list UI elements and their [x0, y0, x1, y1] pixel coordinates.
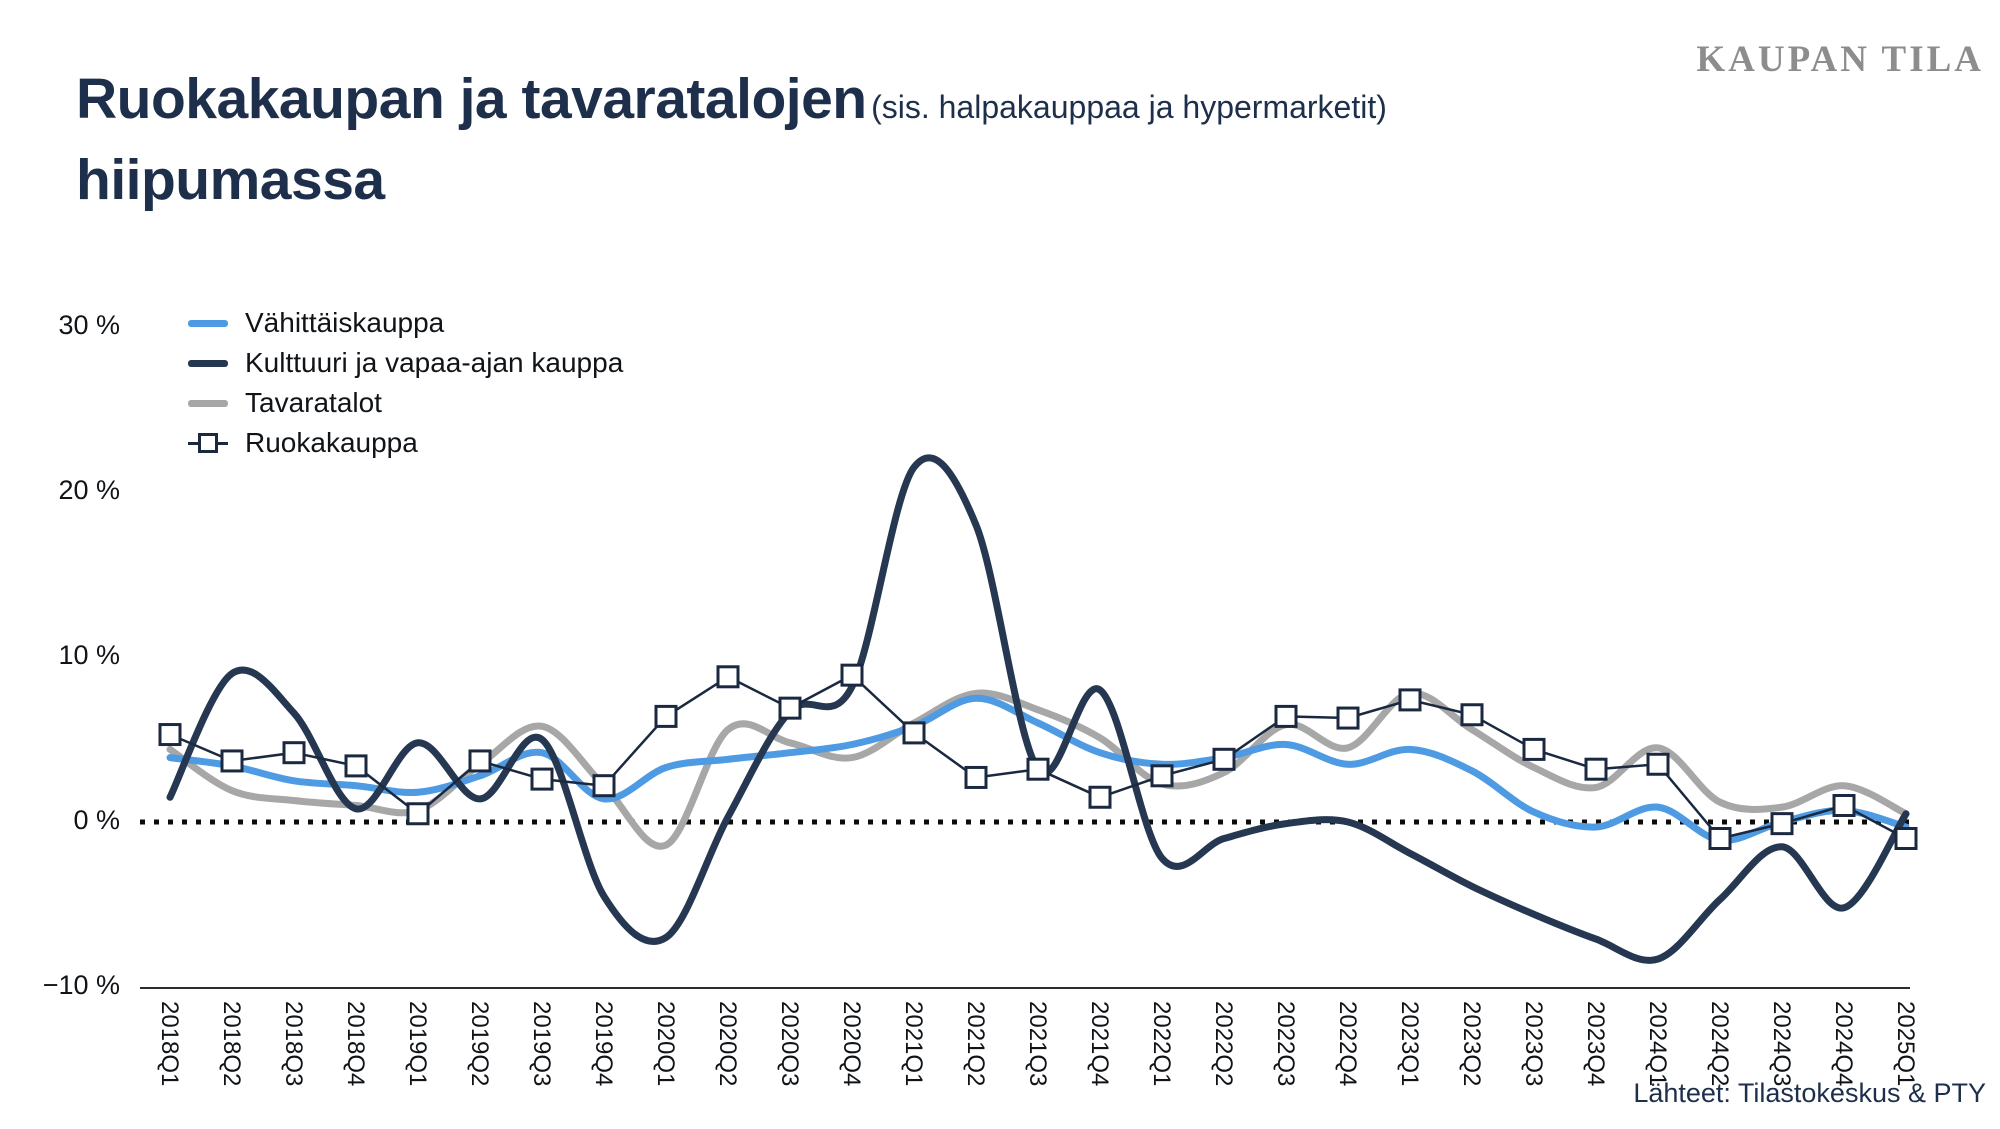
square-marker [778, 696, 802, 720]
x-tick-label: 2018Q2 [218, 1001, 245, 1087]
square-marker [406, 802, 430, 826]
x-tick-label: 2019Q4 [590, 1001, 617, 1087]
series-line-kulttuuri-ja-vapaa-ajan-kauppa [166, 454, 1910, 964]
x-tick-label: 2021Q1 [900, 1001, 927, 1087]
legend-square-marker-icon [188, 431, 228, 455]
x-tick-label: 2020Q3 [776, 1001, 803, 1087]
x-tick-label: 2020Q2 [714, 1001, 741, 1087]
square-marker [220, 749, 244, 773]
x-tick-label: 2020Q1 [652, 1001, 679, 1087]
x-tick-label: 2021Q4 [1086, 1001, 1113, 1087]
x-tick-label: 2022Q4 [1334, 1001, 1361, 1087]
x-tick-label: 2022Q2 [1210, 1001, 1237, 1087]
title-line-1-note: (sis. halpakauppaa ja hypermarketit) [871, 89, 1387, 125]
chart-title: Ruokakaupan ja tavaratalojen (sis. halpa… [76, 66, 1387, 214]
series-line-v-hitt-iskauppa [166, 694, 1910, 844]
legend-item: Tavaratalot [188, 383, 623, 423]
y-tick-label: −10 % [42, 970, 120, 1000]
square-marker [1398, 688, 1422, 712]
x-tick-label: 2021Q2 [962, 1001, 989, 1087]
square-marker [158, 723, 182, 747]
x-tick-label: 2020Q4 [838, 1001, 865, 1087]
legend-line-swatch-icon [188, 391, 228, 415]
y-tick-label: 0 % [73, 805, 120, 835]
x-tick-label: 2024Q2 [1706, 1001, 1733, 1087]
legend-label: Kulttuuri ja vapaa-ajan kauppa [245, 347, 624, 378]
square-marker [1150, 764, 1174, 788]
y-tick-label: 20 % [58, 475, 120, 505]
square-marker [1584, 757, 1608, 781]
square-marker [964, 765, 988, 789]
x-tick-label: 2024Q1 [1644, 1001, 1671, 1087]
x-tick-label: 2023Q3 [1520, 1001, 1547, 1087]
square-marker [902, 721, 926, 745]
square-marker [344, 754, 368, 778]
legend-item: Ruokakauppa [188, 423, 623, 463]
x-tick-label: 2019Q1 [404, 1001, 431, 1087]
square-marker [840, 663, 864, 687]
title-line-1-bold: Ruokakaupan ja tavaratalojen [76, 67, 867, 131]
source-note: Lähteet: Tilastokeskus & PTY [1633, 1078, 1986, 1108]
y-tick-label: 30 % [58, 310, 120, 340]
x-tick-label: 2022Q1 [1148, 1001, 1175, 1087]
x-tick-label: 2024Q3 [1768, 1001, 1795, 1087]
x-tick-label: 2018Q1 [156, 1001, 183, 1087]
square-marker [468, 749, 492, 773]
square-marker [1832, 794, 1856, 817]
x-tick-label: 2018Q3 [280, 1001, 307, 1087]
legend-line-swatch-icon [188, 311, 228, 335]
square-marker [1770, 812, 1794, 836]
square-marker [1894, 827, 1918, 850]
square-marker [282, 741, 306, 765]
x-tick-label: 2023Q1 [1396, 1001, 1423, 1087]
x-tick-label: 2022Q3 [1272, 1001, 1299, 1087]
y-tick-label: 10 % [58, 640, 120, 670]
title-line-1: Ruokakaupan ja tavaratalojen (sis. halpa… [76, 66, 1387, 147]
legend-label: Vähittäiskauppa [245, 307, 445, 338]
legend-item: Vähittäiskauppa [188, 303, 623, 343]
kaupan-tila-logo: KAUPAN TILA [1696, 39, 1984, 80]
legend-item: Kulttuuri ja vapaa-ajan kauppa [188, 343, 623, 383]
square-marker [1522, 737, 1546, 761]
square-marker [1274, 704, 1298, 728]
title-line-2: hiipumassa [76, 148, 385, 212]
square-marker [1708, 827, 1732, 850]
square-marker [1646, 752, 1670, 776]
x-tick-label: 2018Q4 [342, 1001, 369, 1087]
legend-label: Ruokakauppa [245, 427, 418, 458]
square-marker [654, 704, 678, 728]
square-marker [1212, 747, 1236, 771]
x-tick-label: 2021Q3 [1024, 1001, 1051, 1087]
legend: Vähittäiskauppa Kulttuuri ja vapaa-ajan k… [188, 303, 623, 463]
series-line-ruokakauppa [168, 673, 1908, 840]
square-marker [1460, 703, 1484, 727]
square-marker [592, 774, 616, 798]
x-tick-label: 2023Q2 [1458, 1001, 1485, 1087]
x-tick-label: 2019Q3 [528, 1001, 555, 1087]
legend-label: Tavaratalot [245, 387, 382, 418]
x-tick-label: 2019Q2 [466, 1001, 493, 1087]
x-tick-label: 2024Q4 [1830, 1001, 1857, 1087]
square-marker [1336, 706, 1360, 730]
legend-line-swatch-icon [188, 351, 228, 375]
x-tick-label: 2025Q1 [1892, 1001, 1919, 1087]
square-marker [1026, 757, 1050, 781]
square-marker [1088, 785, 1112, 809]
square-marker [716, 665, 740, 689]
square-marker [530, 767, 554, 791]
x-tick-label: 2023Q4 [1582, 1001, 1609, 1087]
